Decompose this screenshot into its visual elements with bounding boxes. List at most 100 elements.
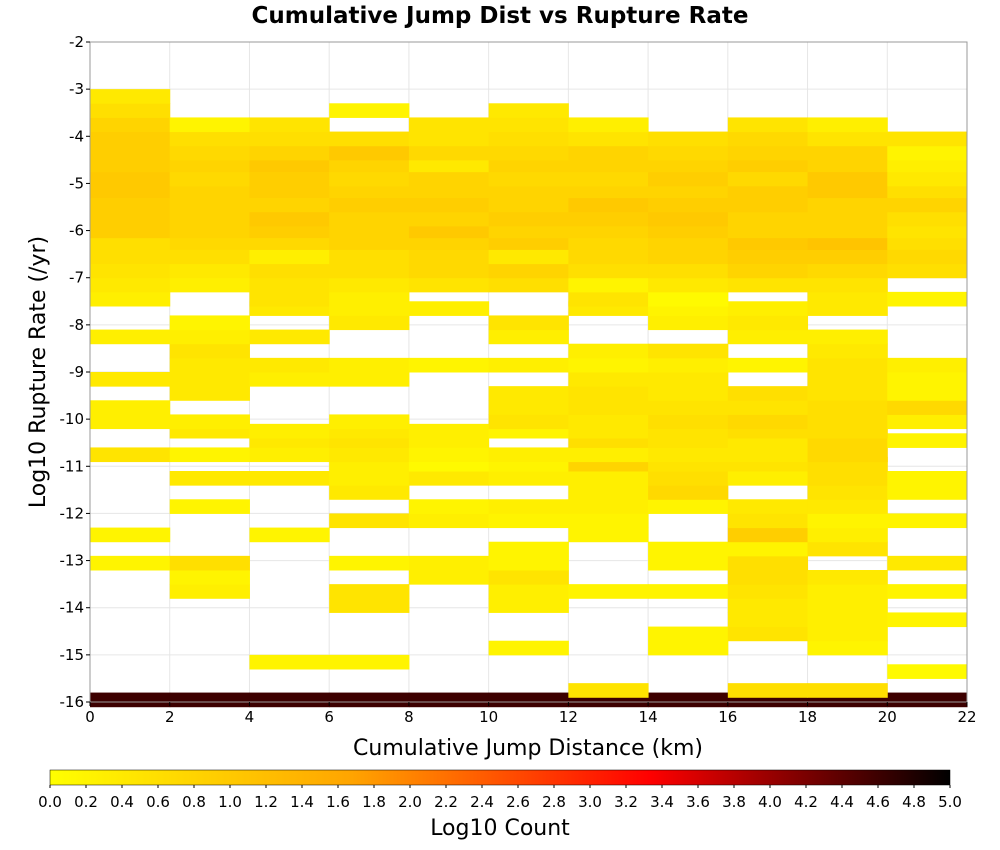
heatmap-cell [648,555,729,571]
heatmap-cell [169,249,250,265]
heatmap-cell [169,471,250,486]
heatmap-cell [90,527,171,543]
heatmap-cell [488,131,569,147]
heatmap-cell [727,211,809,227]
heatmap-cell [727,541,809,557]
heatmap-cell [249,423,330,439]
x-tick-label: 4 [245,708,255,726]
colorbar-tick-label: 4.2 [794,793,818,811]
heatmap-cell [90,211,171,227]
heatmap-cell [727,447,809,463]
heatmap-cell [169,447,250,463]
heatmap-cell [727,315,809,331]
heatmap-cell [887,386,968,401]
heatmap-cell [329,598,410,613]
heatmap-cell [807,640,888,656]
heatmap-cell [488,357,569,373]
y-axis-ticks: -2 -3 -4 -5 -6 -7 -8 -9 -10 -11 -12 -13 -14 -15 -16 [60,33,90,711]
heatmap-cell [90,277,171,293]
y-tick-label: -9 [69,363,84,381]
heatmap-cell [169,183,250,199]
heatmap-cell [329,414,410,430]
heatmap-cell [408,117,490,133]
heatmap-cell [408,263,490,279]
heatmap-cell [807,343,888,359]
heatmap-cell [887,171,968,187]
heatmap-cell [90,291,171,307]
heatmap-cell [90,372,171,387]
heatmap-cell [488,117,569,133]
heatmap-cell [807,584,888,599]
heatmap-cell [568,117,649,133]
heatmap-cell [648,386,729,401]
heatmap-cell [648,145,729,161]
heatmap-cell [727,499,809,514]
heatmap-cell [249,235,330,250]
heatmap-cell [488,183,569,199]
heatmap-cell [169,211,250,227]
heatmap-cell [329,145,410,161]
heatmap-cell [568,447,649,463]
heatmap-cell [648,541,729,557]
heatmap-cell [249,447,330,463]
heatmap-cell [887,555,968,571]
heatmap-cell [568,527,649,543]
heatmap-cell [807,372,888,387]
heatmap-cell [727,570,809,585]
heatmap-cell [807,157,888,173]
heatmap-cell [90,197,171,213]
heatmap-cell [807,249,888,265]
heatmap-cell [329,584,410,599]
chart-title: Cumulative Jump Dist vs Rupture Rate [252,3,749,29]
heatmap-cell [807,223,888,239]
heatmap-cell [249,223,330,239]
heatmap-cell [169,315,250,331]
heatmap-cell [169,555,250,571]
heatmap-cell [887,157,968,173]
heatmap-cell [329,263,410,279]
colorbar-tick-label: 2.6 [506,793,530,811]
heatmap-cell [807,499,888,514]
heatmap-cell [329,555,410,571]
heatmap-cell [169,263,250,279]
heatmap-cell [90,131,171,147]
heatmap-cell [408,249,490,265]
heatmap-cell [727,117,809,133]
heatmap-cell [648,640,729,656]
heatmap-cell [408,235,490,250]
heatmap-cell [887,223,968,239]
heatmap-cell [408,447,490,463]
colorbar-tick-label: 3.2 [614,793,638,811]
heatmap-cell [90,263,171,279]
colorbar-tick-label: 0.6 [146,793,170,811]
y-tick-label: -14 [60,599,85,617]
heatmap-cell [568,343,649,359]
heatmap-cell [807,612,888,628]
heatmap-cell [408,145,490,161]
heatmap-cell [488,570,569,585]
heatmap-cell [727,145,809,161]
heatmap-cell [249,157,330,173]
heatmap-cell [90,249,171,265]
heatmap-cell [488,211,569,227]
heatmap-cell [568,171,649,187]
x-tick-label: 14 [639,708,658,726]
heatmap-cell [887,692,968,708]
colorbar-tick-label: 1.2 [254,793,278,811]
colorbar-tick-label: 3.4 [650,793,674,811]
heatmap-cell [807,183,888,199]
heatmap-cell [807,513,888,529]
heatmap-cell [488,235,569,250]
y-tick-label: -15 [60,646,85,664]
heatmap-cell [488,197,569,213]
x-tick-label: 6 [324,708,334,726]
heatmap-cell [568,357,649,373]
heatmap-cell [90,235,171,250]
colorbar-tick-label: 4.4 [830,793,854,811]
heatmap-cell [807,211,888,227]
heatmap-cell [249,692,330,708]
heatmap-cell [807,277,888,293]
heatmap-cell [408,692,490,708]
heatmap-cell [887,357,968,373]
heatmap-cell [249,291,330,307]
